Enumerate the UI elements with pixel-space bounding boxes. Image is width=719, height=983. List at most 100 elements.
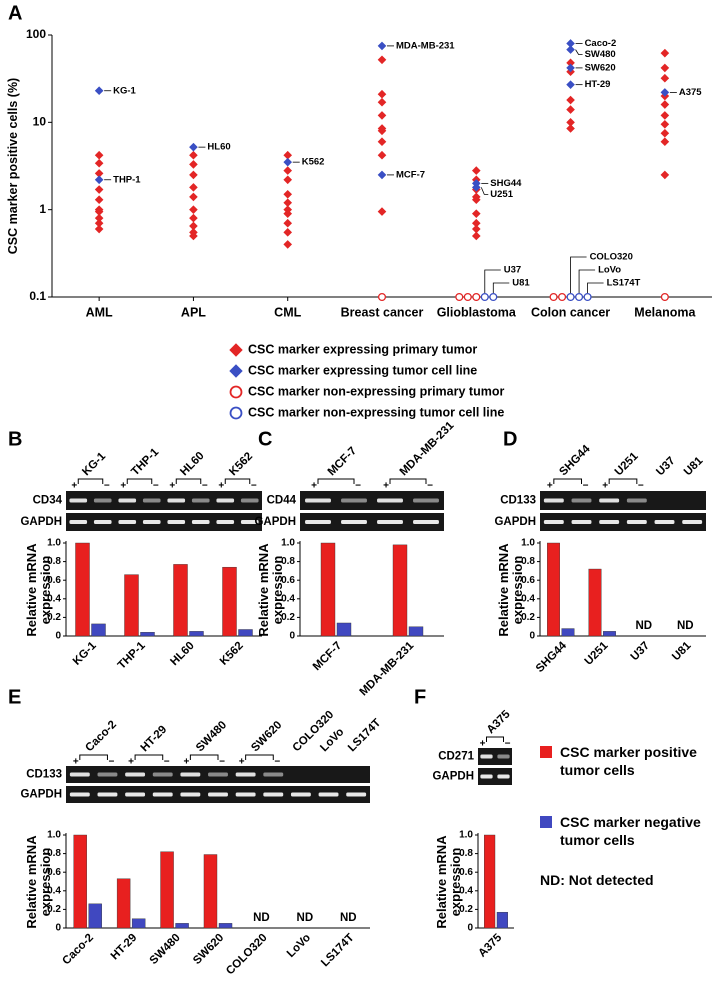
point bbox=[575, 292, 584, 302]
gel-band bbox=[240, 520, 259, 524]
point-label: MCF-7 bbox=[396, 169, 425, 180]
x-tick-label: KG-1 bbox=[71, 639, 99, 667]
gel-lane-label: HT-29 bbox=[139, 724, 170, 755]
point bbox=[377, 55, 387, 65]
legend-label: CSC marker non-expressing tumor cell lin… bbox=[248, 405, 504, 419]
gel-band bbox=[125, 792, 146, 797]
gel-bracket bbox=[608, 478, 638, 484]
label-leader bbox=[575, 49, 583, 55]
gel bbox=[66, 491, 262, 510]
point bbox=[660, 63, 670, 73]
gel-band bbox=[599, 520, 620, 524]
point bbox=[189, 205, 198, 214]
point bbox=[471, 183, 481, 192]
bar bbox=[173, 564, 188, 637]
y-tick-label: 0.8 bbox=[47, 848, 61, 859]
bar bbox=[116, 878, 131, 929]
gel-band bbox=[377, 498, 403, 503]
gel-row-label: GAPDH bbox=[254, 516, 296, 528]
y-tick-label: 0 bbox=[55, 631, 61, 642]
legend-marker bbox=[229, 385, 243, 399]
y-axis-label: Relative mRNA expression bbox=[24, 542, 53, 637]
nd-label: ND bbox=[253, 912, 270, 924]
gel-band bbox=[180, 772, 201, 777]
gel bbox=[540, 491, 706, 510]
gel-sign: − bbox=[202, 481, 208, 492]
gel-band bbox=[497, 754, 510, 759]
x-tick-label: SW620 bbox=[191, 932, 226, 967]
point bbox=[189, 170, 198, 180]
point bbox=[660, 292, 669, 302]
point bbox=[583, 292, 592, 302]
y-tick-label: 0.6 bbox=[459, 867, 473, 878]
bar bbox=[222, 566, 237, 637]
bar bbox=[124, 574, 139, 637]
y-tick-label: 0 bbox=[467, 923, 473, 934]
gel-band bbox=[216, 520, 235, 524]
y-tick-label: 1.0 bbox=[281, 538, 295, 549]
y-tick-label: 1.0 bbox=[459, 830, 473, 841]
gel-band bbox=[571, 520, 592, 524]
gel-sign: + bbox=[239, 757, 245, 768]
x-tick-label: LS174T bbox=[319, 932, 356, 969]
point-label: K562 bbox=[302, 157, 325, 168]
x-tick-label: APL bbox=[181, 305, 206, 319]
gel-band bbox=[93, 498, 112, 503]
legend-label: CSC marker expressing primary tumor bbox=[248, 342, 477, 356]
bar bbox=[408, 626, 424, 637]
gel-lane-label: U37 bbox=[654, 455, 677, 478]
y-tick-label: 0.4 bbox=[281, 593, 295, 604]
label-leader bbox=[480, 187, 489, 195]
gel-band bbox=[235, 792, 256, 797]
gel-band bbox=[305, 520, 331, 524]
point bbox=[189, 142, 198, 152]
gel-band bbox=[69, 498, 88, 503]
point bbox=[471, 224, 481, 234]
y-axis-label: Relative mRNA expression bbox=[24, 834, 53, 929]
y-tick-label: 0 bbox=[55, 923, 61, 934]
bar bbox=[218, 923, 233, 929]
x-tick-label: COLO320 bbox=[224, 932, 270, 978]
x-tick-label: CML bbox=[274, 305, 301, 319]
point-label: SW480 bbox=[585, 49, 616, 60]
x-tick-label: HT-29 bbox=[109, 932, 140, 963]
point bbox=[660, 100, 670, 109]
gel-row-label: GAPDH bbox=[432, 771, 474, 783]
gel-sign: − bbox=[104, 481, 110, 492]
point-label: THP-1 bbox=[113, 174, 141, 185]
gel-sign: + bbox=[120, 481, 126, 492]
panel-letter: C bbox=[258, 428, 272, 450]
label-leader bbox=[578, 269, 596, 293]
gel-row-label: CD271 bbox=[438, 751, 474, 763]
label-leader bbox=[492, 282, 510, 293]
point bbox=[377, 150, 387, 160]
y-tick-label: 0.2 bbox=[521, 612, 535, 623]
gel-band bbox=[413, 498, 439, 503]
gel-band bbox=[216, 498, 235, 503]
panel-letter: D bbox=[503, 428, 517, 450]
point-label: HL60 bbox=[207, 142, 230, 153]
gel-band bbox=[93, 520, 112, 524]
point bbox=[660, 128, 670, 138]
point bbox=[377, 89, 387, 99]
gel-sign: + bbox=[183, 757, 189, 768]
point bbox=[377, 97, 387, 107]
x-tick-label: LoVo bbox=[285, 932, 313, 960]
legend-label: CSC marker expressing tumor cell line bbox=[248, 363, 477, 377]
nd-label: ND bbox=[635, 620, 652, 632]
point bbox=[189, 150, 198, 160]
gel-sign: − bbox=[583, 481, 589, 492]
point-label: U37 bbox=[504, 265, 521, 276]
point bbox=[472, 292, 481, 302]
point bbox=[471, 166, 481, 175]
point-label: U251 bbox=[490, 189, 513, 200]
legend-marker bbox=[229, 343, 243, 357]
point bbox=[660, 73, 670, 83]
gel-band bbox=[208, 772, 228, 777]
point bbox=[377, 170, 387, 180]
point bbox=[283, 157, 293, 167]
gel-bracket bbox=[224, 478, 251, 484]
y-axis-label: CSC marker positive cells (%) bbox=[6, 77, 20, 255]
